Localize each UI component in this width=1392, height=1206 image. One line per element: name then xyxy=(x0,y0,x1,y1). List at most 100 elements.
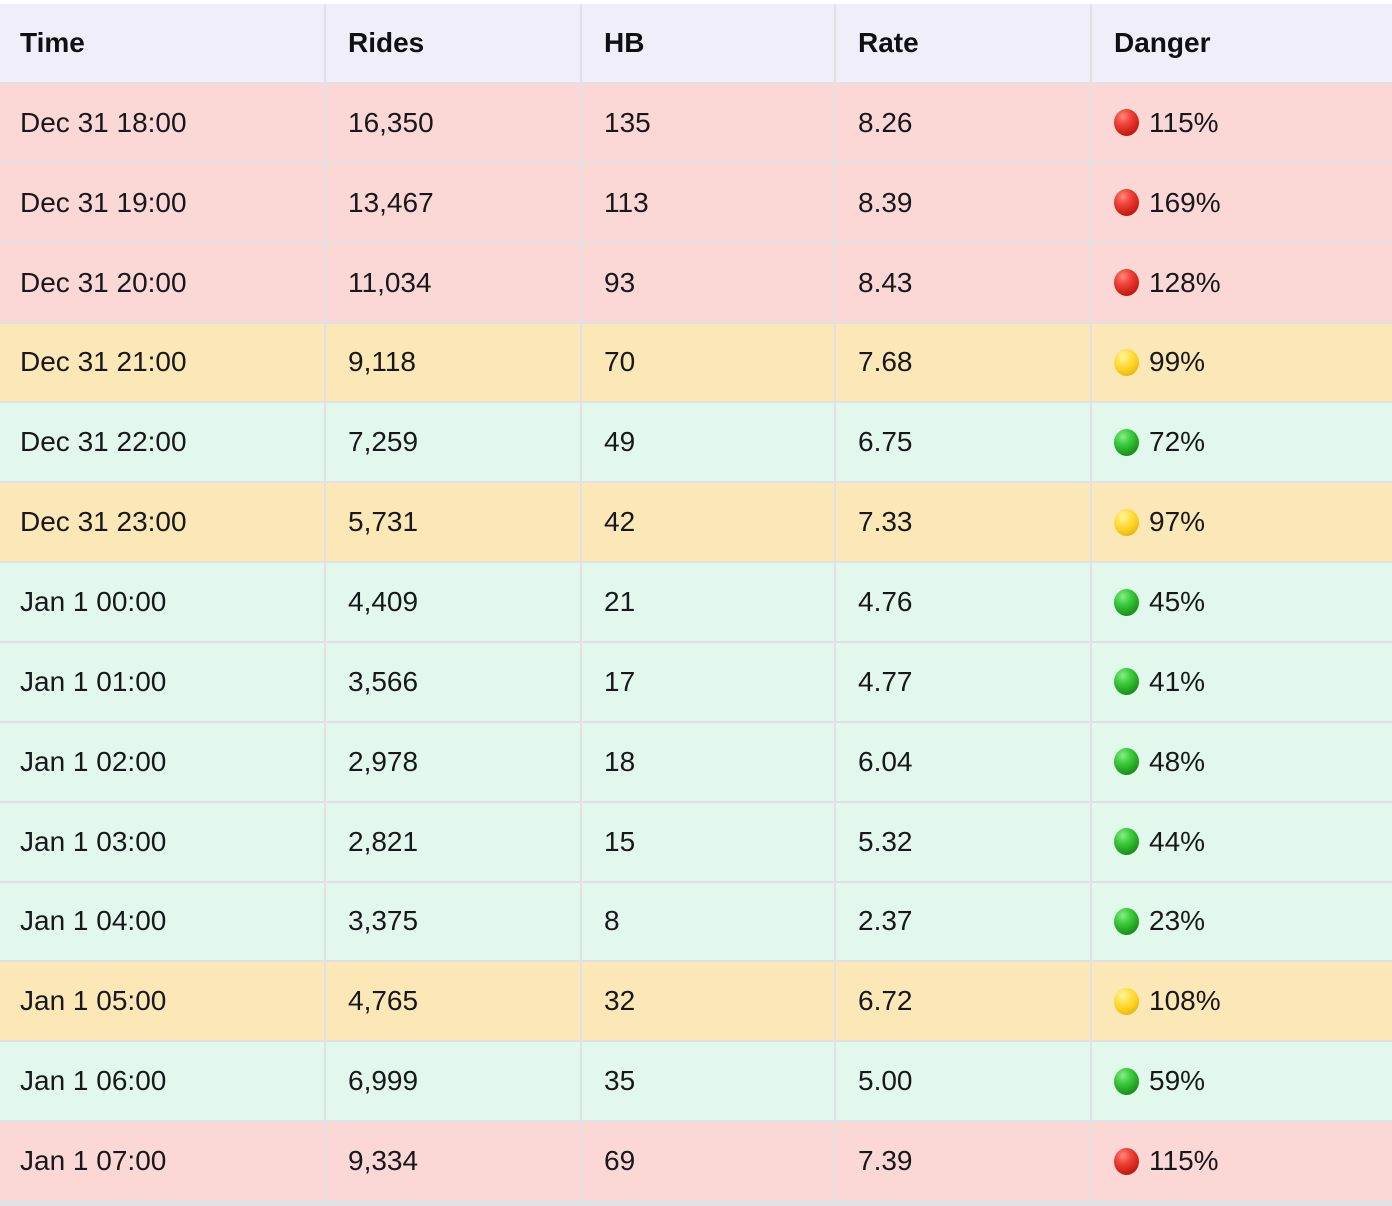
hb-cell: 8 xyxy=(582,882,834,961)
rate-cell: 7.33 xyxy=(836,483,1090,562)
rate-cell: 8.26 xyxy=(836,84,1090,162)
danger-percent: 97% xyxy=(1149,506,1206,538)
time-cell: Jan 1 07:00 xyxy=(0,1122,324,1200)
hb-cell: 35 xyxy=(582,1042,834,1121)
danger-level-green-icon xyxy=(1114,428,1139,456)
danger-level-yellow-icon xyxy=(1114,348,1139,376)
rate-cell: 2.37 xyxy=(836,882,1090,961)
danger-cell: 45% xyxy=(1092,563,1392,641)
hb-cell: 42 xyxy=(582,483,834,562)
danger-cell: 115% xyxy=(1092,1122,1392,1200)
danger-cell: 169% xyxy=(1092,163,1392,242)
danger-cell: 59% xyxy=(1092,1042,1392,1121)
danger-percent: 45% xyxy=(1149,586,1206,618)
hb-cell: 32 xyxy=(582,962,834,1041)
danger-cell: 108% xyxy=(1092,962,1392,1041)
hb-cell: 70 xyxy=(582,323,834,402)
rides-cell: 9,118 xyxy=(326,323,580,402)
time-cell: Dec 31 23:00 xyxy=(0,483,324,562)
danger-percent: 23% xyxy=(1149,905,1206,937)
rides-cell: 11,034 xyxy=(326,243,580,322)
rate-cell: 4.77 xyxy=(836,642,1090,721)
time-cell: Dec 31 21:00 xyxy=(0,323,324,402)
column-header-danger: Danger xyxy=(1092,4,1392,82)
danger-cell: 99% xyxy=(1092,323,1392,402)
rides-cell: 13,467 xyxy=(326,163,580,242)
hb-cell: 17 xyxy=(582,642,834,721)
danger-percent: 59% xyxy=(1149,1065,1206,1097)
danger-level-red-icon xyxy=(1114,269,1139,297)
hb-cell: 113 xyxy=(582,163,834,242)
time-cell: Dec 31 22:00 xyxy=(0,403,324,482)
hb-cell: 135 xyxy=(582,84,834,162)
danger-level-red-icon xyxy=(1114,109,1139,137)
danger-level-green-icon xyxy=(1114,588,1139,616)
rides-cell: 7,259 xyxy=(326,403,580,482)
danger-level-green-icon xyxy=(1114,1067,1139,1095)
rides-cell: 9,334 xyxy=(326,1122,580,1200)
rate-cell: 8.39 xyxy=(836,163,1090,242)
danger-percent: 48% xyxy=(1149,745,1206,777)
danger-percent: 41% xyxy=(1149,665,1206,697)
hb-cell: 15 xyxy=(582,802,834,881)
danger-level-yellow-icon xyxy=(1114,987,1139,1015)
rate-cell: 5.32 xyxy=(836,802,1090,881)
rides-cell: 3,566 xyxy=(326,642,580,721)
rate-cell: 8.43 xyxy=(836,243,1090,322)
rate-cell: 7.68 xyxy=(836,323,1090,402)
danger-cell: 97% xyxy=(1092,483,1392,562)
time-cell: Jan 1 03:00 xyxy=(0,802,324,881)
danger-level-green-icon xyxy=(1114,907,1139,935)
danger-cell: 72% xyxy=(1092,403,1392,482)
danger-percent: 72% xyxy=(1149,426,1206,458)
rate-cell: 6.04 xyxy=(836,722,1090,801)
danger-table: Time Rides HB Rate Danger Dec 31 18:00 16… xyxy=(0,4,1392,1200)
hb-cell: 18 xyxy=(582,722,834,801)
danger-percent: 115% xyxy=(1149,1145,1219,1177)
danger-level-red-icon xyxy=(1114,189,1139,217)
time-cell: Dec 31 19:00 xyxy=(0,163,324,242)
rate-cell: 6.72 xyxy=(836,962,1090,1041)
danger-cell: 44% xyxy=(1092,802,1392,881)
danger-level-yellow-icon xyxy=(1114,508,1139,536)
rate-cell: 4.76 xyxy=(836,563,1090,641)
time-cell: Dec 31 20:00 xyxy=(0,243,324,322)
danger-percent: 99% xyxy=(1149,346,1206,378)
danger-percent: 108% xyxy=(1149,985,1221,1017)
column-header-hb: HB xyxy=(582,4,834,82)
hb-cell: 49 xyxy=(582,403,834,482)
time-cell: Jan 1 06:00 xyxy=(0,1042,324,1121)
danger-percent: 115% xyxy=(1149,106,1219,138)
time-cell: Jan 1 02:00 xyxy=(0,722,324,801)
time-cell: Jan 1 04:00 xyxy=(0,882,324,961)
danger-level-green-icon xyxy=(1114,748,1139,776)
rides-cell: 16,350 xyxy=(326,84,580,162)
time-cell: Dec 31 18:00 xyxy=(0,84,324,162)
rate-cell: 7.39 xyxy=(836,1122,1090,1200)
hb-cell: 69 xyxy=(582,1122,834,1200)
rides-cell: 2,978 xyxy=(326,722,580,801)
rides-cell: 3,375 xyxy=(326,882,580,961)
danger-level-red-icon xyxy=(1114,1147,1139,1175)
danger-cell: 48% xyxy=(1092,722,1392,801)
danger-cell: 23% xyxy=(1092,882,1392,961)
rate-cell: 5.00 xyxy=(836,1042,1090,1121)
hb-cell: 93 xyxy=(582,243,834,322)
column-header-rides: Rides xyxy=(326,4,580,82)
bottom-divider xyxy=(0,1200,1392,1206)
danger-cell: 128% xyxy=(1092,243,1392,322)
rides-cell: 5,731 xyxy=(326,483,580,562)
danger-cell: 41% xyxy=(1092,642,1392,721)
danger-level-green-icon xyxy=(1114,668,1139,696)
time-cell: Jan 1 01:00 xyxy=(0,642,324,721)
column-header-time: Time xyxy=(0,4,324,82)
column-header-rate: Rate xyxy=(836,4,1090,82)
time-cell: Jan 1 05:00 xyxy=(0,962,324,1041)
rides-cell: 2,821 xyxy=(326,802,580,881)
rides-cell: 4,409 xyxy=(326,563,580,641)
danger-cell: 115% xyxy=(1092,84,1392,162)
rate-cell: 6.75 xyxy=(836,403,1090,482)
time-cell: Jan 1 00:00 xyxy=(0,563,324,641)
danger-percent: 128% xyxy=(1149,266,1221,298)
